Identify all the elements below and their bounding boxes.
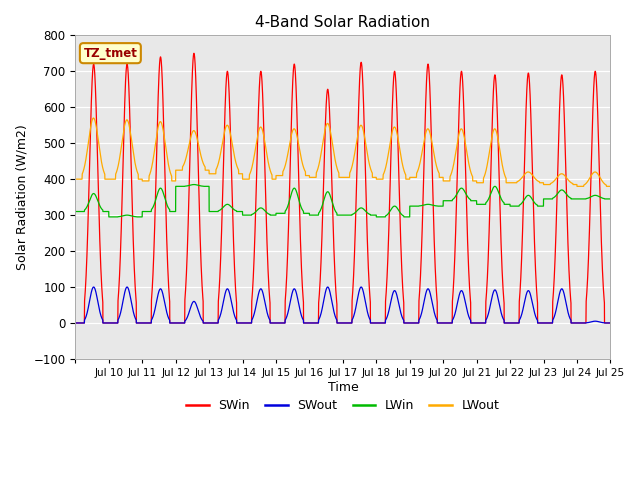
Text: TZ_tmet: TZ_tmet bbox=[83, 47, 138, 60]
X-axis label: Time: Time bbox=[328, 381, 358, 394]
Y-axis label: Solar Radiation (W/m2): Solar Radiation (W/m2) bbox=[15, 124, 28, 270]
Legend: SWin, SWout, LWin, LWout: SWin, SWout, LWin, LWout bbox=[181, 395, 505, 418]
Title: 4-Band Solar Radiation: 4-Band Solar Radiation bbox=[255, 15, 431, 30]
